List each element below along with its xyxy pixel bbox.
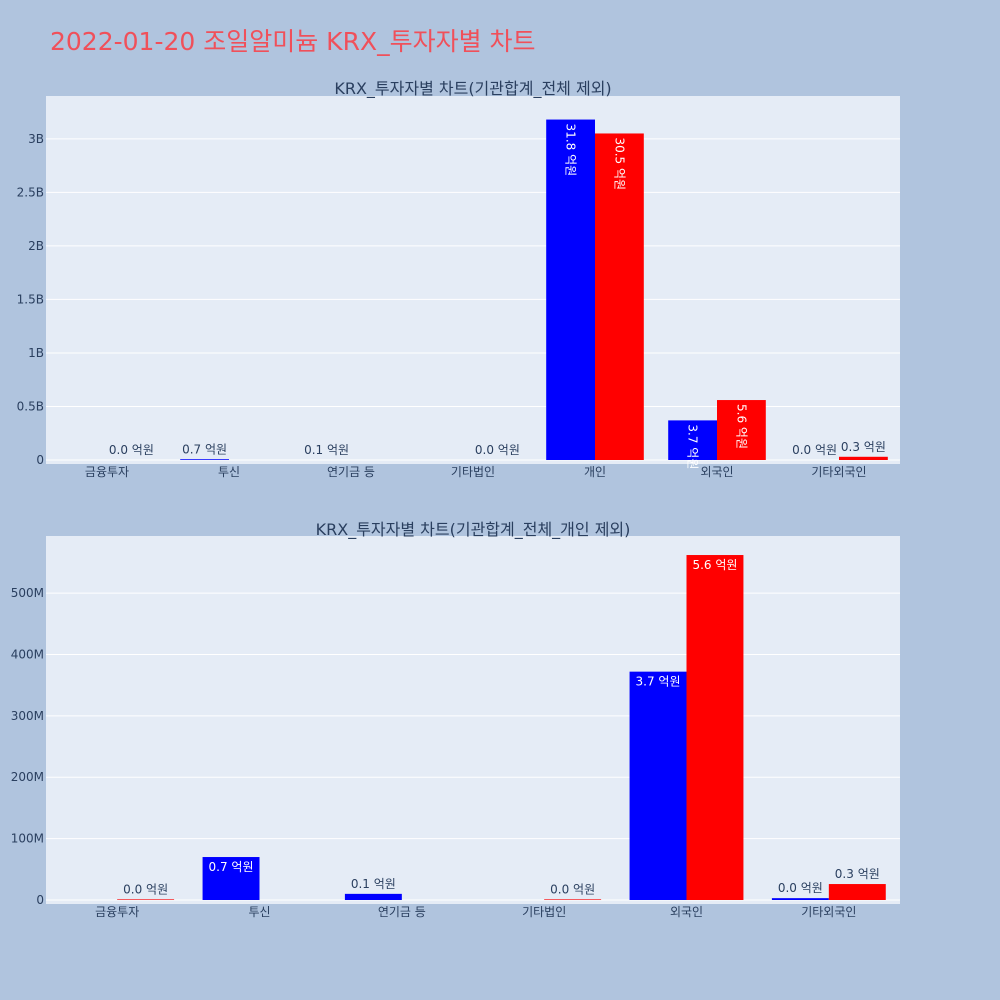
chart-title: KRX_투자자별 차트(기관합계_전체_개인 제외) — [316, 520, 631, 540]
x-tick-label: 연기금 등 — [327, 465, 375, 479]
y-tick-label: 0.5B — [17, 399, 44, 413]
data-label: 0.3 억원 — [841, 440, 886, 454]
bar-series-2 — [717, 400, 766, 460]
data-label: 0.1 억원 — [304, 443, 349, 457]
data-label: 0.0 억원 — [475, 443, 520, 457]
y-tick-label: 300M — [11, 709, 44, 723]
plot-area — [46, 96, 900, 464]
y-tick-label: 1.5B — [17, 292, 44, 306]
data-label: 5.6 억원 — [692, 558, 737, 572]
bar-series-2 — [828, 884, 886, 900]
x-tick-label: 투신 — [248, 905, 270, 919]
bar-series-2 — [686, 555, 744, 900]
data-label: 0.7 억원 — [182, 442, 227, 456]
bar-series-1 — [668, 420, 717, 460]
page-title: 2022-01-20 조일알미늄 KRX_투자자별 차트 — [50, 27, 536, 56]
y-tick-label: 3B — [28, 132, 44, 146]
bar-series-2 — [595, 133, 644, 460]
bar-series-1 — [771, 898, 829, 900]
y-tick-label: 500M — [11, 586, 44, 600]
data-label: 0.0 억원 — [123, 882, 168, 896]
x-tick-label: 금융투자 — [95, 905, 139, 919]
x-tick-label: 연기금 등 — [378, 905, 426, 919]
data-label: 0.0 억원 — [109, 443, 154, 457]
bar-series-1 — [180, 459, 229, 460]
data-label: 0.3 억원 — [835, 867, 880, 881]
y-tick-label: 2.5B — [17, 185, 44, 199]
bar-series-1 — [629, 671, 687, 900]
x-tick-label: 기타법인 — [522, 905, 566, 919]
bar-series-1 — [344, 893, 402, 900]
x-tick-label: 개인 — [584, 465, 606, 479]
x-tick-label: 외국인 — [700, 465, 733, 479]
data-label: 31.8 억원 — [564, 124, 578, 177]
plot-area — [46, 536, 900, 904]
x-tick-label: 기타법인 — [451, 465, 495, 479]
data-label: 0.0 억원 — [550, 882, 595, 896]
bar-series-2 — [544, 899, 602, 900]
bar-series-2 — [839, 456, 888, 460]
y-tick-label: 2B — [28, 239, 44, 253]
x-tick-label: 기타외국인 — [801, 905, 856, 919]
data-label: 0.0 억원 — [778, 881, 823, 895]
y-tick-label: 0 — [36, 893, 44, 907]
x-tick-label: 금융투자 — [85, 465, 129, 479]
data-label: 0.7 억원 — [209, 860, 254, 874]
bar-series-1 — [202, 857, 260, 900]
data-label: 0.1 억원 — [351, 877, 396, 891]
data-label: 3.7 억원 — [636, 675, 681, 689]
bar-series-2 — [117, 899, 175, 900]
y-tick-label: 200M — [11, 770, 44, 784]
y-tick-label: 100M — [11, 832, 44, 846]
bar-series-1 — [546, 119, 595, 460]
x-tick-label: 투신 — [218, 465, 240, 479]
data-label: 30.5 억원 — [612, 137, 626, 190]
chart-title: KRX_투자자별 차트(기관합계_전체 제외) — [334, 79, 611, 99]
data-label: 3.7 억원 — [686, 424, 700, 469]
y-tick-label: 0 — [36, 453, 44, 467]
x-tick-label: 기타외국인 — [811, 465, 866, 479]
data-label: 5.6 억원 — [734, 404, 748, 449]
y-tick-label: 1B — [28, 346, 44, 360]
y-tick-label: 400M — [11, 647, 44, 661]
data-label: 0.0 억원 — [792, 443, 837, 457]
x-tick-label: 외국인 — [670, 905, 703, 919]
